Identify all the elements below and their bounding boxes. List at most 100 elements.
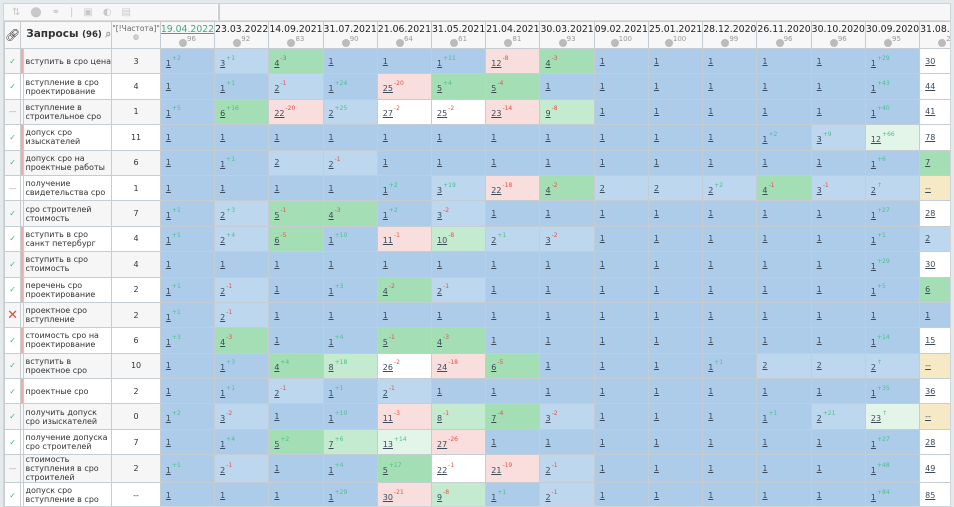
date-label[interactable]: 09.02.2021 bbox=[594, 24, 648, 35]
position-cell[interactable]: 1+2 bbox=[376, 174, 433, 202]
position-cell[interactable]: 1 bbox=[593, 200, 649, 227]
position-value[interactable]: 1 bbox=[653, 310, 660, 320]
position-cell[interactable]: 1 bbox=[810, 47, 866, 75]
query-text[interactable]: стоимость сро на проектирование bbox=[22, 327, 113, 354]
position-value[interactable]: 1 bbox=[708, 412, 714, 422]
position-value[interactable]: 1 bbox=[491, 437, 497, 447]
position-cell[interactable]: 1+1 bbox=[214, 378, 270, 405]
position-cell[interactable]: -- bbox=[919, 352, 950, 380]
position-cell[interactable]: 1 bbox=[647, 225, 704, 253]
position-value[interactable]: 1 bbox=[816, 107, 822, 117]
position-cell[interactable]: 1 bbox=[485, 428, 541, 456]
position-cell[interactable]: 3-2 bbox=[431, 200, 487, 227]
position-value[interactable]: 22 bbox=[274, 109, 285, 119]
position-cell[interactable]: 1+4 bbox=[322, 454, 378, 484]
position-value[interactable]: 1 bbox=[816, 386, 822, 396]
position-value[interactable]: 2 bbox=[545, 492, 551, 502]
position-cell[interactable]: 1+10 bbox=[322, 225, 378, 253]
position-value[interactable]: 25 bbox=[382, 84, 393, 94]
date-label[interactable]: 26.11.2020 bbox=[757, 24, 811, 35]
position-value[interactable]: 1 bbox=[599, 285, 605, 295]
position-value[interactable]: 1 bbox=[165, 386, 171, 396]
position-cell[interactable]: 23↑ bbox=[864, 403, 921, 430]
position-cell[interactable]: 1 bbox=[431, 149, 487, 176]
position-cell[interactable]: 44 bbox=[919, 73, 950, 100]
position-cell[interactable]: 1 bbox=[593, 378, 649, 405]
position-cell[interactable]: 1 bbox=[539, 276, 595, 303]
query-text[interactable]: сро строителей стоимость bbox=[22, 200, 113, 227]
position-value[interactable]: 1 bbox=[653, 490, 660, 500]
position-value[interactable]: 1 bbox=[870, 211, 876, 221]
position-cell[interactable]: 1 bbox=[919, 301, 950, 329]
position-cell[interactable]: 25-20 bbox=[376, 73, 433, 100]
position-value[interactable]: 1 bbox=[816, 437, 822, 447]
position-cell[interactable]: 12+66 bbox=[864, 124, 921, 151]
check-icon[interactable]: ✓ bbox=[9, 259, 16, 269]
position-value[interactable]: 30 bbox=[925, 56, 936, 66]
date-column-header[interactable]: 30.03.2021 93 bbox=[539, 21, 595, 49]
position-cell[interactable]: 1 bbox=[756, 276, 812, 303]
position-value[interactable]: 1 bbox=[220, 439, 226, 449]
position-value[interactable]: 1 bbox=[708, 209, 714, 219]
position-value[interactable]: 1 bbox=[165, 259, 171, 269]
position-value[interactable]: 9 bbox=[437, 492, 443, 502]
position-cell[interactable]: 2-1 bbox=[268, 73, 324, 100]
position-value[interactable]: 1 bbox=[870, 58, 876, 68]
position-cell[interactable]: 1+29 bbox=[864, 251, 921, 278]
position-value[interactable]: 6 bbox=[491, 363, 497, 373]
position-value[interactable]: 1 bbox=[816, 285, 822, 295]
position-value[interactable]: 4 bbox=[220, 337, 226, 347]
check-icon[interactable]: ✓ bbox=[9, 82, 16, 92]
position-cell[interactable]: 1+4 bbox=[322, 327, 378, 354]
query-text[interactable]: вступить в сро стоимость bbox=[22, 251, 113, 278]
position-cell[interactable]: -- bbox=[919, 403, 950, 430]
position-cell[interactable]: 1+2 bbox=[159, 403, 216, 430]
position-cell[interactable]: 1 bbox=[593, 124, 649, 151]
position-value[interactable]: 23 bbox=[870, 414, 882, 424]
position-value[interactable]: 1 bbox=[491, 158, 497, 168]
position-value[interactable]: 1 bbox=[870, 337, 876, 347]
position-value[interactable]: 1 bbox=[708, 437, 714, 447]
position-cell[interactable]: 1 bbox=[539, 428, 595, 456]
position-cell[interactable]: 1 bbox=[593, 225, 649, 253]
position-value[interactable]: 1 bbox=[762, 56, 768, 66]
position-cell[interactable]: 1 bbox=[593, 454, 649, 484]
date-column-header[interactable]: 30.10.2020 96 bbox=[810, 21, 866, 49]
toggle-icon[interactable]: ⬤ bbox=[30, 6, 42, 18]
position-value[interactable]: 23 bbox=[491, 109, 502, 119]
position-value[interactable]: 1 bbox=[545, 209, 551, 219]
position-value[interactable]: 1 bbox=[491, 386, 497, 396]
status-cell[interactable]: — bbox=[4, 98, 22, 126]
position-cell[interactable]: 1 bbox=[593, 403, 649, 430]
position-cell[interactable]: 3-1 bbox=[810, 174, 866, 202]
position-value[interactable]: 1 bbox=[653, 464, 660, 474]
position-cell[interactable]: 1 bbox=[810, 149, 866, 176]
position-value[interactable]: 1 bbox=[382, 211, 388, 221]
position-value[interactable]: 1 bbox=[816, 310, 822, 320]
position-cell[interactable]: 30 bbox=[919, 47, 950, 75]
position-cell[interactable]: 1 bbox=[864, 301, 921, 329]
check-icon[interactable]: ✓ bbox=[9, 412, 16, 422]
position-cell[interactable]: 1 bbox=[159, 251, 216, 278]
position-value[interactable]: 9 bbox=[545, 109, 551, 119]
position-cell[interactable]: 2+1 bbox=[485, 225, 541, 253]
position-cell[interactable]: 1 bbox=[268, 251, 324, 278]
dash-icon[interactable]: — bbox=[8, 464, 17, 474]
date-label[interactable]: 21.06.2021 bbox=[377, 24, 432, 35]
position-cell[interactable]: 1 bbox=[376, 301, 433, 329]
status-cell[interactable]: ✓ bbox=[4, 403, 22, 430]
position-cell[interactable]: 1 bbox=[214, 124, 270, 151]
query-text[interactable]: проектные сро bbox=[22, 378, 113, 405]
position-cell[interactable]: 1 bbox=[647, 482, 704, 506]
position-value[interactable]: 1 bbox=[762, 82, 768, 92]
status-cell[interactable]: ✕ bbox=[4, 301, 22, 329]
position-value[interactable]: 1 bbox=[653, 82, 660, 92]
date-label[interactable]: 23.03.2022 bbox=[215, 24, 269, 35]
position-value[interactable]: 1 bbox=[653, 56, 660, 66]
position-value[interactable]: 27 bbox=[437, 439, 448, 449]
position-value[interactable]: -- bbox=[925, 183, 931, 193]
position-cell[interactable]: 1+1 bbox=[756, 403, 812, 430]
position-value[interactable]: 4 bbox=[328, 211, 334, 221]
position-value[interactable]: 85 bbox=[925, 490, 936, 500]
position-cell[interactable]: 1+2 bbox=[376, 200, 433, 227]
